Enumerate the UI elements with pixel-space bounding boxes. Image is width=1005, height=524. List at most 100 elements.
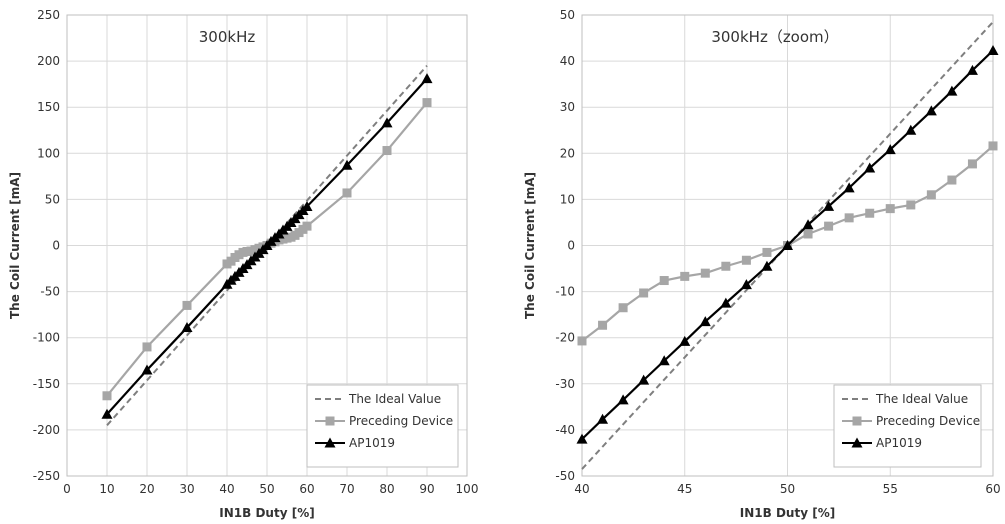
data-point-triangle <box>141 364 153 375</box>
data-point-triangle <box>864 162 876 173</box>
y-tick-label: -200 <box>33 423 60 437</box>
data-point-triangle <box>699 316 711 327</box>
y-tick-label: -30 <box>555 377 575 391</box>
x-tick-label: 60 <box>299 482 314 496</box>
data-point-triangle <box>341 159 353 170</box>
data-point-square <box>659 276 669 286</box>
data-point-triangle <box>966 64 978 75</box>
x-axis-title: IN1B Duty [%] <box>219 506 314 520</box>
x-tick-label: 0 <box>63 482 71 496</box>
y-tick-label: -150 <box>33 377 60 391</box>
y-tick-label: -40 <box>555 423 575 437</box>
y-tick-label: 50 <box>45 192 60 206</box>
data-point-triangle <box>802 219 814 230</box>
x-tick-label: 60 <box>985 482 1000 496</box>
y-tick-label: -100 <box>33 331 60 345</box>
legend-entry: Preceding Device <box>349 414 453 428</box>
x-tick-label: 80 <box>379 482 394 496</box>
y-tick-label: 150 <box>37 100 60 114</box>
y-tick-label: -50 <box>555 469 575 483</box>
x-tick-label: 45 <box>677 482 692 496</box>
x-axis-title: IN1B Duty [%] <box>740 506 835 520</box>
legend-entry: The Ideal Value <box>348 392 441 406</box>
data-point-square <box>741 255 751 265</box>
x-tick-label: 55 <box>883 482 898 496</box>
data-point-triangle <box>925 105 937 116</box>
data-point-triangle <box>597 413 609 424</box>
chart-300khz: 0 10 20 30 40 50 60 70 80 90 100 -250 -200 -150 -100 -5… <box>8 8 479 520</box>
y-tick-label: -250 <box>33 469 60 483</box>
x-tick-label: 100 <box>456 482 479 496</box>
data-point-square <box>598 320 608 330</box>
data-point-square <box>302 221 312 231</box>
data-point-triangle <box>946 85 958 96</box>
data-point-square <box>382 146 392 156</box>
data-point-square <box>422 98 432 108</box>
data-point-square <box>947 175 957 185</box>
data-point-triangle <box>843 182 855 193</box>
data-point-triangle <box>761 260 773 271</box>
y-tick-label: 200 <box>37 54 60 68</box>
legend-box <box>306 384 459 468</box>
data-point-square <box>824 221 834 231</box>
data-point-triangle <box>987 44 999 55</box>
x-tick-label: 40 <box>574 482 589 496</box>
data-point-square <box>721 261 731 271</box>
data-point-triangle <box>381 117 393 128</box>
data-point-square <box>342 188 352 198</box>
y-tick-label: -50 <box>40 285 60 299</box>
x-tick-label: 20 <box>139 482 154 496</box>
data-point-square <box>577 336 587 346</box>
data-point-triangle <box>884 144 896 155</box>
data-point-square <box>680 271 690 281</box>
x-tick-label: 90 <box>419 482 434 496</box>
data-point-triangle <box>658 355 670 366</box>
y-axis-title: The Coil Current [mA] <box>8 172 22 319</box>
y-tick-label: 250 <box>37 8 60 22</box>
legend-swatch-marker <box>324 437 336 448</box>
data-point-triangle <box>181 322 193 333</box>
legend-entry: AP1019 <box>876 436 922 450</box>
data-point-triangle <box>617 394 629 405</box>
x-tick-label: 50 <box>259 482 274 496</box>
data-point-triangle <box>576 433 588 444</box>
y-tick-label: -10 <box>555 285 575 299</box>
chart-title: 300kHz（zoom） <box>711 28 838 46</box>
data-point-triangle <box>638 374 650 385</box>
legend-swatch-marker <box>325 416 335 426</box>
y-axis-title: The Coil Current [mA] <box>523 172 537 319</box>
y-tick-label: 100 <box>37 146 60 160</box>
x-tick-label: 10 <box>99 482 114 496</box>
data-point-square <box>988 141 998 151</box>
data-point-square <box>182 300 192 310</box>
legend-swatch-marker <box>851 437 863 448</box>
legend-entry: AP1019 <box>349 436 395 450</box>
x-tick-label: 40 <box>219 482 234 496</box>
plot-border <box>66 14 468 477</box>
data-point-square <box>865 208 875 218</box>
data-point-triangle <box>823 200 835 211</box>
y-tick-label: -20 <box>555 331 575 345</box>
data-point-square <box>618 303 628 313</box>
x-tick-label: 30 <box>179 482 194 496</box>
data-point-triangle <box>720 297 732 308</box>
data-point-square <box>102 391 112 401</box>
y-tick-label: 10 <box>560 192 575 206</box>
plot-border <box>581 14 994 477</box>
data-point-triangle <box>421 73 433 84</box>
y-tick-label: 40 <box>560 54 575 68</box>
data-point-triangle <box>782 240 793 250</box>
data-point-square <box>885 204 895 214</box>
data-point-triangle <box>679 335 691 346</box>
chart-title: 300kHz <box>199 28 256 46</box>
legend-entry: The Ideal Value <box>875 392 968 406</box>
data-point-triangle <box>101 408 113 419</box>
data-point-square <box>700 268 710 278</box>
x-tick-label: 50 <box>780 482 795 496</box>
y-tick-label: 50 <box>560 8 575 22</box>
data-point-triangle <box>740 279 752 290</box>
data-point-square <box>844 213 854 223</box>
y-tick-label: 30 <box>560 100 575 114</box>
y-tick-label: 20 <box>560 146 575 160</box>
